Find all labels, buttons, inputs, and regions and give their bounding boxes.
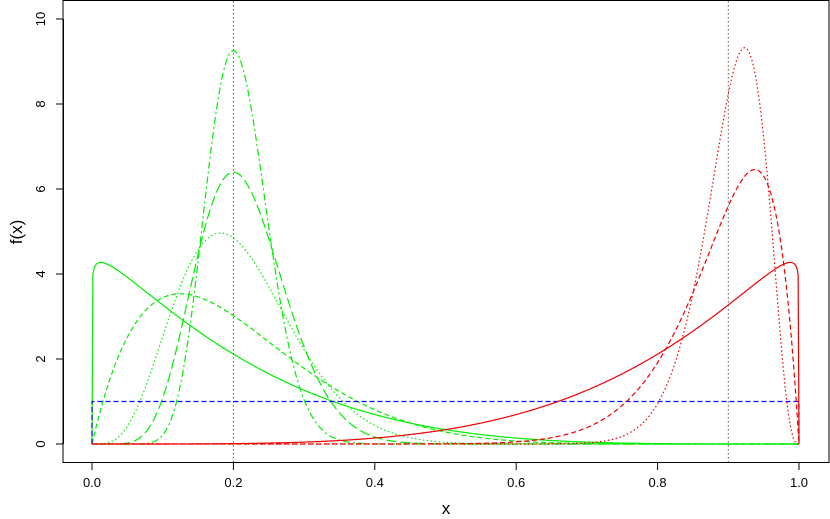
y-tick-label: 6 [33,185,48,192]
x-tick-label: 0.2 [224,475,242,490]
series-line-1 [91,261,799,445]
series-layer [91,47,800,445]
series-line-2 [91,293,799,445]
reference-lines [232,1,729,462]
y-axis: 0 2 4 6 8 10 [33,12,64,448]
y-axis-title: f(x) [7,220,26,245]
series-line-7 [92,261,800,445]
y-tick-label: 2 [33,355,48,362]
series-line-4 [92,171,799,445]
plot-frame [62,0,830,463]
x-axis: 0.0 0.2 0.4 0.6 0.8 1.0 [83,462,808,490]
y-tick-label: 10 [33,12,48,26]
series-line-9 [92,47,800,445]
x-axis-title: x [442,499,451,518]
series-line-6 [91,400,800,444]
series-line-5 [92,50,799,445]
x-tick-label: 0.8 [649,475,667,490]
y-tick-label: 0 [33,440,48,447]
series-line-8 [92,168,800,445]
x-tick-label: 0.0 [83,475,101,490]
y-tick-label: 8 [33,100,48,107]
x-tick-label: 0.6 [507,475,525,490]
series-line-3 [92,232,799,445]
x-tick-label: 0.4 [366,475,384,490]
x-tick-label: 1.0 [790,475,808,490]
y-tick-label: 4 [33,270,48,277]
